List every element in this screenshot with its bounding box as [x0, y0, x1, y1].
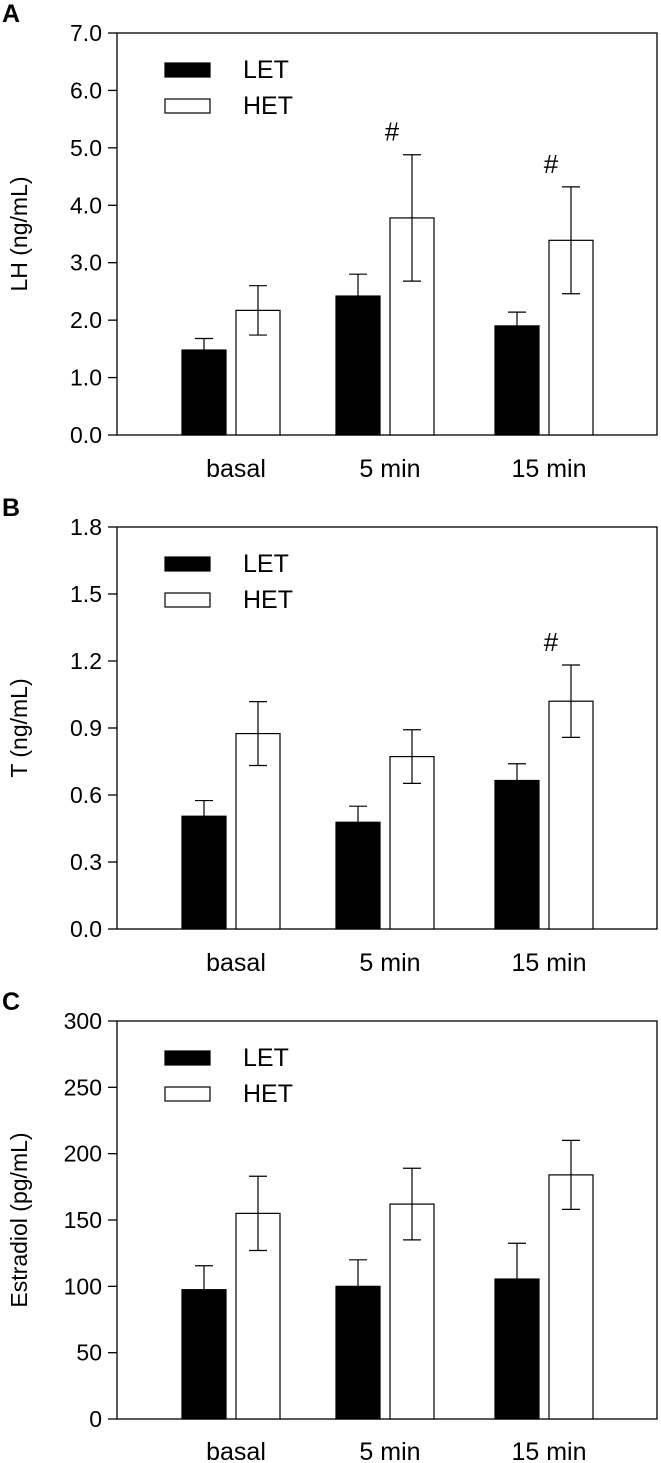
bar-let-15-min — [494, 325, 540, 436]
y-tick-label: 1.0 — [70, 365, 102, 391]
y-tick-label: 0.6 — [70, 782, 102, 808]
x-category-label: 15 min — [511, 949, 586, 977]
y-tick-label: 2.0 — [70, 307, 102, 333]
legend-swatch-let — [164, 1050, 211, 1066]
y-tick-label: 250 — [64, 1074, 102, 1100]
y-tick-label: 5.0 — [70, 135, 102, 161]
y-tick-label: 100 — [64, 1273, 102, 1299]
x-category-label: basal — [206, 949, 266, 977]
bar-let-5-min — [335, 295, 381, 436]
x-category-label: 15 min — [511, 1438, 586, 1463]
y-tick-label: 50 — [76, 1340, 102, 1366]
chart-panel-c: C 0 50 100 150 200 250 300 Estradiol (pg/mL) basa… — [2, 988, 658, 1463]
bar-let-basal — [181, 815, 227, 930]
y-tick-label: 1.5 — [70, 581, 102, 607]
legend-swatch-let — [164, 62, 211, 78]
legend-swatch-het — [164, 98, 211, 114]
y-tick-label: 0.3 — [70, 849, 102, 875]
y-tick-label: 4.0 — [70, 192, 102, 218]
bar-het-15-min — [548, 1174, 594, 1420]
x-category-label: 5 min — [359, 949, 420, 977]
y-tick-label: 150 — [64, 1207, 102, 1233]
y-tick-label: 0.0 — [70, 422, 102, 448]
significance-marker: # — [544, 627, 559, 657]
panel-label: B — [2, 494, 20, 522]
significance-marker: # — [544, 149, 559, 179]
chart-panel-a: A 0.0 1.0 2.0 3.0 4.0 5.0 6.0 7.0 LH (ng/mL) # # bas… — [2, 0, 658, 483]
y-tick-label: 0 — [89, 1406, 102, 1432]
y-tick-label: 300 — [64, 1008, 102, 1034]
x-category-label: 5 min — [359, 455, 420, 483]
y-tick-label: 6.0 — [70, 77, 102, 103]
y-tick-label: 200 — [64, 1141, 102, 1167]
panel-label: C — [2, 988, 20, 1016]
legend-label-het: HET — [243, 1080, 293, 1108]
bar-let-5-min — [335, 821, 381, 930]
plot-frame — [116, 32, 658, 436]
x-category-label: 5 min — [359, 1438, 420, 1463]
significance-marker: # — [385, 117, 400, 147]
legend-label-het: HET — [243, 586, 293, 614]
bar-let-basal — [181, 349, 227, 436]
y-axis-title: T (ng/mL) — [6, 678, 32, 777]
y-tick-label: 0.0 — [70, 916, 102, 942]
x-category-label: 15 min — [511, 455, 586, 483]
legend-label-let: LET — [243, 550, 289, 578]
y-tick-label: 7.0 — [70, 20, 102, 46]
bar-het-15-min — [548, 239, 594, 436]
y-axis-title: LH (ng/mL) — [6, 176, 32, 291]
y-tick-label: 1.8 — [70, 514, 102, 540]
y-axis-title: Estradiol (pg/mL) — [6, 1132, 32, 1307]
legend-label-let: LET — [243, 1044, 289, 1072]
x-category-label: basal — [206, 1438, 266, 1463]
bar-het-5-min — [389, 755, 435, 930]
bar-let-15-min — [494, 779, 540, 930]
legend-label-let: LET — [243, 56, 289, 84]
y-tick-label: 1.2 — [70, 648, 102, 674]
panel-label: A — [2, 0, 20, 28]
bar-het-15-min — [548, 700, 594, 930]
legend-swatch-let — [164, 556, 211, 572]
legend-swatch-het — [164, 1086, 211, 1102]
y-tick-label: 3.0 — [70, 250, 102, 276]
x-category-label: basal — [206, 455, 266, 483]
legend-label-het: HET — [243, 92, 293, 120]
y-tick-label: 0.9 — [70, 715, 102, 741]
chart-panel-b: B 0.0 0.3 0.6 0.9 1.2 1.5 1.8 T (ng/mL) # basal 5 m… — [2, 494, 658, 977]
legend-swatch-het — [164, 592, 211, 608]
